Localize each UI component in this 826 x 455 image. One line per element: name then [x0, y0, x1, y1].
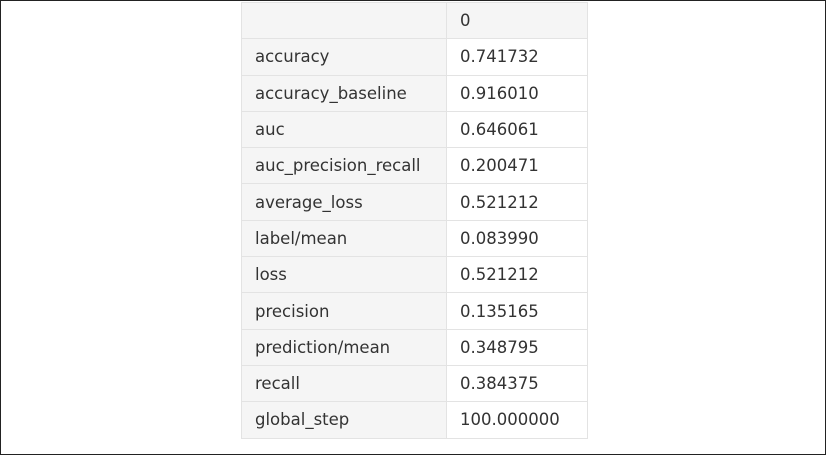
- row-value: 0.083990: [446, 219, 588, 258]
- row-value: 0.646061: [446, 110, 588, 149]
- row-value: 0.916010: [446, 74, 588, 112]
- table-row: accuracy 0.741732: [241, 38, 588, 76]
- row-label: accuracy_baseline: [241, 74, 447, 112]
- table-header-row: 0: [241, 1, 588, 40]
- table-row: auc 0.646061: [241, 110, 588, 149]
- table-row: label/mean 0.083990: [241, 219, 588, 258]
- row-value: 0.521212: [446, 183, 588, 221]
- table-row: recall 0.384375: [241, 364, 588, 403]
- row-value: 0.135165: [446, 292, 588, 330]
- row-label: loss: [241, 256, 447, 294]
- table-row: global_step 100.000000: [241, 401, 588, 439]
- row-label: precision: [241, 292, 447, 330]
- row-value: 100.000000: [446, 401, 588, 439]
- table-row: auc_precision_recall 0.200471: [241, 147, 588, 185]
- table-row: prediction/mean 0.348795: [241, 328, 588, 366]
- table-row: accuracy_baseline 0.916010: [241, 74, 588, 112]
- row-label: accuracy: [241, 38, 447, 76]
- row-value: 0.741732: [446, 38, 588, 76]
- table-row: average_loss 0.521212: [241, 183, 588, 221]
- table-row: loss 0.521212: [241, 256, 588, 294]
- row-value: 0.348795: [446, 328, 588, 366]
- table-row: precision 0.135165: [241, 292, 588, 330]
- row-value: 0.200471: [446, 147, 588, 185]
- row-label: recall: [241, 364, 447, 403]
- row-value: 0.521212: [446, 256, 588, 294]
- row-value: 0.384375: [446, 364, 588, 403]
- index-header-cell: [241, 1, 447, 40]
- row-label: prediction/mean: [241, 328, 447, 366]
- row-label: auc_precision_recall: [241, 147, 447, 185]
- row-label: average_loss: [241, 183, 447, 221]
- row-label: auc: [241, 110, 447, 149]
- metrics-table: 0 accuracy 0.741732 accuracy_baseline 0.…: [241, 1, 588, 439]
- column-header-cell: 0: [446, 1, 588, 40]
- row-label: label/mean: [241, 219, 447, 258]
- row-label: global_step: [241, 401, 447, 439]
